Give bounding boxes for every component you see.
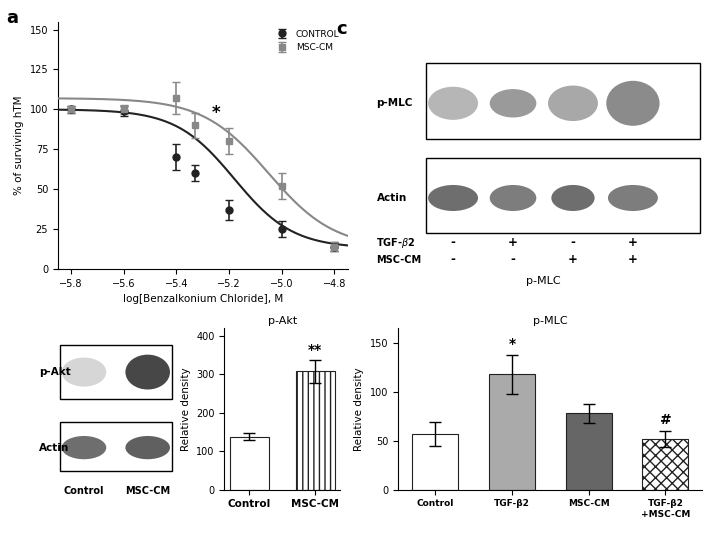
Text: p-Akt: p-Akt xyxy=(39,367,71,377)
Text: +: + xyxy=(628,237,638,250)
Ellipse shape xyxy=(125,355,170,390)
Text: *: * xyxy=(508,337,515,351)
Bar xyxy=(230,436,269,490)
Y-axis label: % of surviving hTM: % of surviving hTM xyxy=(14,96,24,195)
Text: **: ** xyxy=(308,343,322,357)
Text: +: + xyxy=(508,237,518,250)
Text: *: * xyxy=(211,104,220,122)
Text: Actin: Actin xyxy=(39,443,70,452)
Text: TGF-$\beta$2: TGF-$\beta$2 xyxy=(376,236,416,250)
Text: +: + xyxy=(568,253,578,266)
Text: p-MLC: p-MLC xyxy=(376,98,413,108)
Text: #: # xyxy=(660,413,671,427)
Text: -: - xyxy=(571,237,576,250)
Ellipse shape xyxy=(489,185,536,211)
Bar xyxy=(426,63,699,139)
Text: -: - xyxy=(510,253,515,266)
Bar xyxy=(642,438,689,490)
Text: -: - xyxy=(450,253,455,266)
Bar xyxy=(565,413,612,490)
Ellipse shape xyxy=(125,436,170,459)
Ellipse shape xyxy=(428,87,478,120)
Ellipse shape xyxy=(62,358,106,387)
Title: p-Akt: p-Akt xyxy=(268,316,297,326)
Text: -: - xyxy=(450,237,455,250)
Ellipse shape xyxy=(428,185,478,211)
Ellipse shape xyxy=(489,89,536,117)
Ellipse shape xyxy=(62,436,106,459)
Ellipse shape xyxy=(606,81,660,126)
Bar xyxy=(489,374,535,490)
Text: Actin: Actin xyxy=(376,193,407,203)
X-axis label: log[Benzalkonium Chloride], M: log[Benzalkonium Chloride], M xyxy=(122,294,283,305)
Title: p-MLC: p-MLC xyxy=(533,316,568,326)
Bar xyxy=(60,345,172,399)
Legend: CONTROL, MSC-CM: CONTROL, MSC-CM xyxy=(269,26,343,56)
Text: a: a xyxy=(6,9,18,27)
Y-axis label: Relative density: Relative density xyxy=(355,367,364,451)
Text: +: + xyxy=(628,253,638,266)
Bar xyxy=(295,371,335,490)
Ellipse shape xyxy=(552,185,594,211)
Text: MSC-CM: MSC-CM xyxy=(125,486,170,497)
Bar xyxy=(426,158,699,233)
Ellipse shape xyxy=(548,86,598,121)
Text: MSC-CM: MSC-CM xyxy=(376,254,421,265)
Text: Control: Control xyxy=(64,486,104,497)
Ellipse shape xyxy=(608,185,658,211)
Bar xyxy=(412,434,458,490)
Text: p-MLC: p-MLC xyxy=(526,276,560,286)
Text: c: c xyxy=(337,20,347,38)
Bar xyxy=(60,422,172,471)
Y-axis label: Relative density: Relative density xyxy=(181,367,190,451)
